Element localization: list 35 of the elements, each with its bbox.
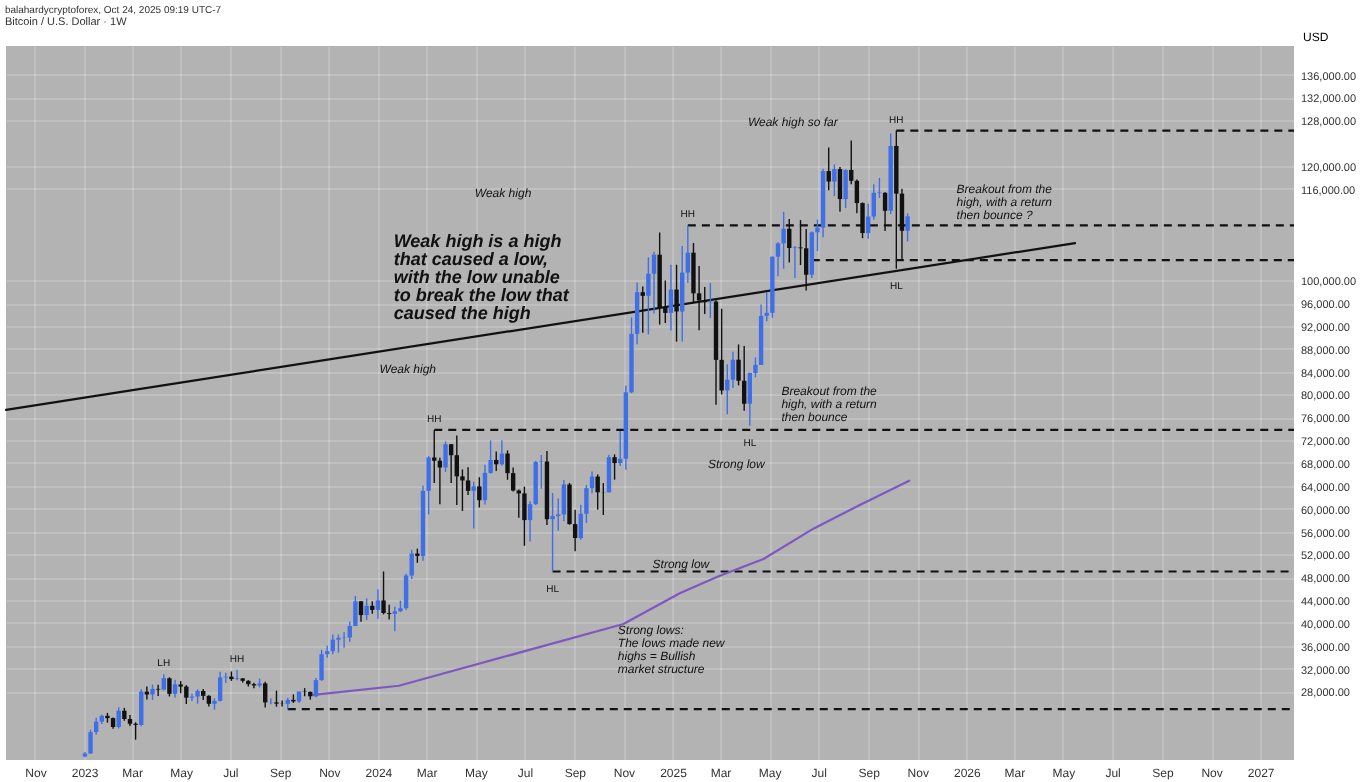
candlestick: [781, 211, 786, 270]
line-series: [312, 479, 911, 696]
candlestick: [336, 633, 341, 654]
candlestick: [471, 480, 476, 530]
candlestick: [358, 600, 364, 623]
candlestick: [826, 146, 831, 191]
candlestick: [606, 453, 612, 494]
candlestick: [155, 683, 161, 697]
candlestick: [375, 588, 381, 620]
annotation: Weak high is a high that caused a low, with the low unable to break the low that caused the high: [393, 231, 571, 324]
candlestick: [741, 345, 747, 412]
candlestick: [443, 440, 448, 473]
candlestick: [217, 671, 223, 703]
candlestick: [234, 669, 240, 682]
candlestick: [167, 676, 172, 698]
candlestick: [612, 453, 617, 481]
candlestick: [392, 605, 398, 632]
candlestick: [477, 476, 482, 509]
candlestick: [522, 485, 527, 547]
candlestick: [843, 168, 848, 209]
candlestick: [139, 688, 144, 727]
candlestick: [454, 434, 459, 506]
candlestick: [550, 492, 555, 573]
candlestick: [792, 245, 798, 279]
candlestick: [832, 163, 837, 197]
candlestick: [595, 473, 600, 511]
candlestick: [184, 684, 189, 705]
candlestick: [837, 166, 843, 213]
candlestick: [364, 597, 369, 621]
candlestick: [674, 264, 679, 343]
candlestick: [263, 681, 268, 709]
candlestick: [640, 285, 645, 334]
candlestick: [381, 570, 386, 616]
candlestick: [646, 256, 651, 336]
candlestick: [905, 212, 910, 243]
